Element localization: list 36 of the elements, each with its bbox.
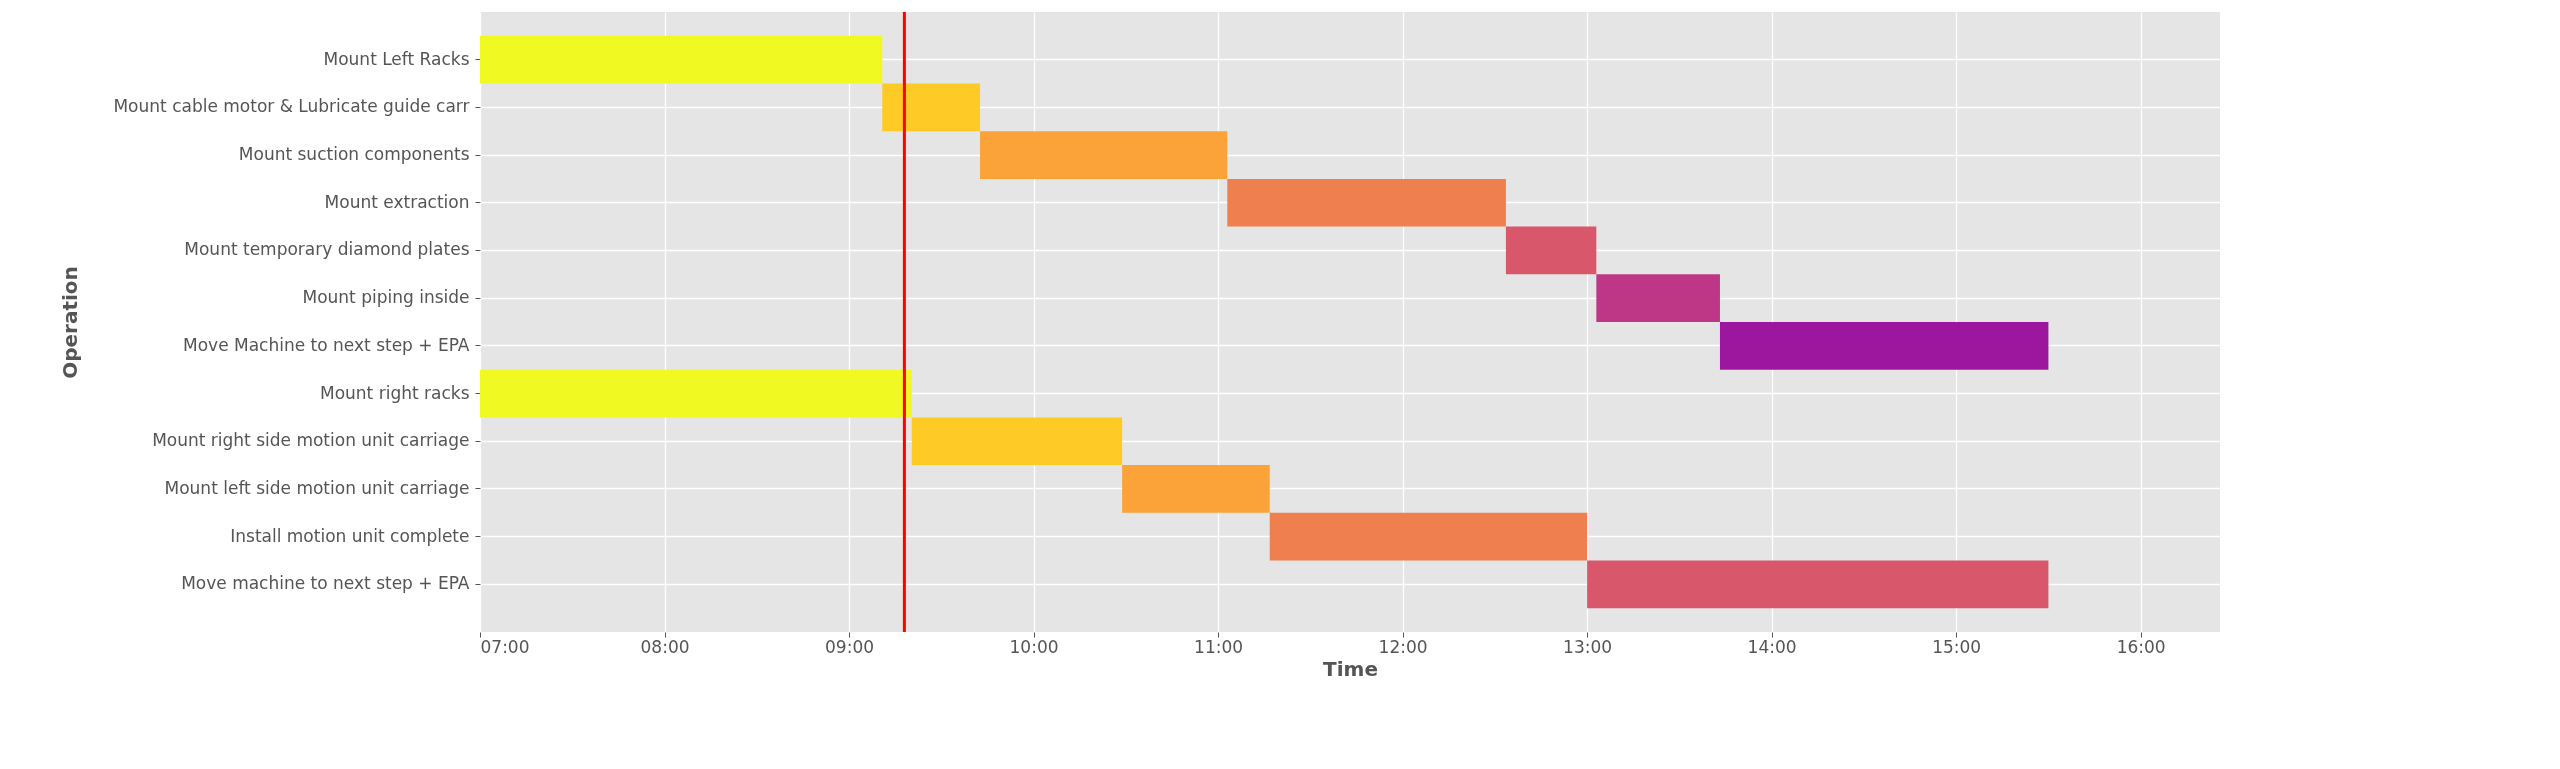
x-tick-label: 15:00 bbox=[1932, 636, 1982, 657]
y-tick-label: Mount suction components bbox=[238, 144, 470, 165]
y-tick-label: Mount left side motion unit carriage bbox=[164, 477, 470, 498]
x-tick-label: 12:00 bbox=[1378, 636, 1428, 657]
y-tick-label: Mount Left Racks bbox=[323, 48, 470, 69]
y-tick-label: Mount piping inside bbox=[302, 287, 470, 308]
y-tick-label: Move Machine to next step + EPA bbox=[183, 334, 470, 355]
bar bbox=[1269, 512, 1588, 561]
x-tick-label: 11:00 bbox=[1194, 636, 1244, 657]
bar bbox=[1227, 178, 1506, 227]
y-tick-label: Mount right side motion unit carriage bbox=[152, 430, 470, 451]
bar bbox=[1587, 560, 2049, 609]
bar bbox=[1719, 322, 2049, 370]
y-tick-label: Install motion unit complete bbox=[230, 525, 470, 546]
bar bbox=[882, 83, 981, 132]
x-tick-label: 09:00 bbox=[825, 636, 875, 657]
bar bbox=[1505, 226, 1597, 275]
bar bbox=[1122, 465, 1270, 513]
bar bbox=[480, 35, 883, 84]
y-axis-title: Operation bbox=[57, 266, 82, 379]
bar bbox=[480, 369, 912, 418]
x-axis-title: Time bbox=[1323, 656, 1378, 681]
y-tick-label: Mount temporary diamond plates bbox=[184, 239, 470, 260]
bar bbox=[911, 417, 1123, 466]
x-tick-label: 07:00 bbox=[480, 636, 530, 657]
x-tick-label: 10:00 bbox=[1009, 636, 1059, 657]
bar bbox=[1596, 274, 1720, 322]
x-tick-label: 16:00 bbox=[2116, 636, 2166, 657]
y-tick-label: Move machine to next step + EPA bbox=[181, 573, 470, 594]
x-tick-label: 08:00 bbox=[640, 636, 690, 657]
y-tick-label: Mount cable motor & Lubricate guide carr bbox=[113, 96, 470, 117]
x-tick-label: 14:00 bbox=[1747, 636, 1797, 657]
x-tick-label: 13:00 bbox=[1563, 636, 1613, 657]
bar bbox=[980, 131, 1228, 179]
y-tick-label: Mount right racks bbox=[320, 382, 470, 403]
y-tick-label: Mount extraction bbox=[324, 191, 470, 212]
